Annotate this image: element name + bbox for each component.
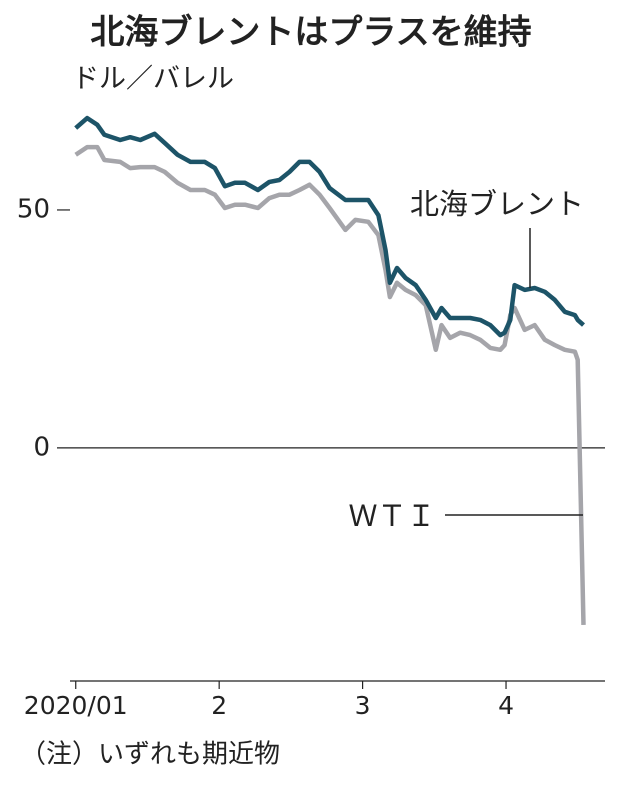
y-unit: ドル／バレル (72, 64, 234, 95)
series-line (74, 115, 586, 338)
x-tick-label: 3 (355, 691, 371, 720)
y-tick-label: 50 (17, 194, 50, 224)
note: （注）いずれも期近物 (20, 740, 280, 770)
chart-title: 北海ブレントはプラスを維持 (90, 13, 531, 53)
x-tick-label: 4 (498, 691, 514, 720)
x-tick-label: 2020/01 (24, 691, 128, 720)
x-tick-label: 2 (211, 691, 227, 720)
series-label: 北海ブレント (410, 187, 584, 221)
series-label: ＷＴＩ (348, 499, 435, 533)
y-tick-label: 0 (33, 432, 50, 462)
